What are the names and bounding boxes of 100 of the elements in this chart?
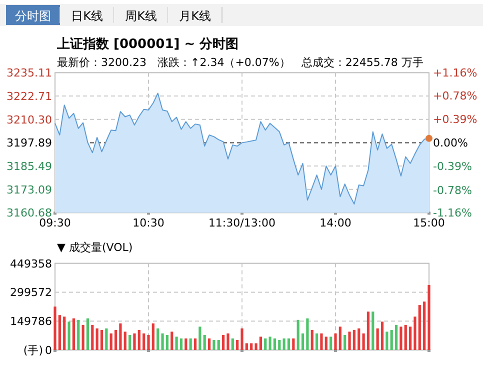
bar [338, 326, 342, 350]
bar [226, 333, 230, 350]
bar [91, 324, 94, 350]
bar [366, 312, 370, 350]
bar [114, 330, 118, 350]
text: 分时图 [15, 9, 51, 23]
bar [245, 343, 248, 350]
bar [352, 330, 356, 350]
bar [58, 315, 61, 350]
bar [259, 336, 262, 350]
y-tick-label: 3235.11 [6, 66, 52, 80]
y-tick-label: 449358 [10, 257, 52, 270]
bar [236, 340, 239, 350]
bar [306, 318, 309, 350]
bar [189, 338, 192, 350]
bar [292, 338, 295, 350]
bar [250, 343, 253, 350]
bar [212, 340, 216, 350]
bar [86, 318, 90, 350]
y-tick-label: 3222.71 [6, 90, 52, 104]
y-tick-label: 3197.89 [6, 136, 52, 150]
bar [376, 328, 379, 350]
bar [324, 336, 328, 350]
bar [82, 324, 84, 350]
bar [208, 338, 211, 350]
bar [273, 338, 276, 350]
bar [287, 338, 290, 350]
bar [390, 330, 393, 350]
y2-tick-label: +0.39% [433, 113, 478, 126]
bar [72, 318, 75, 350]
bar [264, 338, 267, 350]
bar [128, 334, 132, 350]
bar [400, 326, 402, 350]
bar [198, 326, 202, 350]
bar [170, 332, 174, 350]
bar [301, 333, 304, 350]
bar [268, 336, 272, 350]
y-tick-label: 299572 [10, 286, 52, 300]
bar [418, 305, 421, 350]
bar [124, 332, 126, 350]
bar [77, 320, 80, 350]
chart-title: ▼ 成交量(VOL) [57, 241, 133, 254]
bar [222, 334, 225, 350]
bar [119, 323, 122, 350]
bar [161, 333, 164, 350]
bar [386, 332, 388, 350]
bar [414, 316, 416, 350]
bar [152, 323, 154, 350]
bar [105, 328, 108, 350]
bar [180, 338, 183, 350]
bar [194, 338, 197, 350]
bar [100, 330, 104, 350]
bar [330, 336, 332, 350]
bar [203, 334, 206, 350]
y2-tick-label: -0.78% [433, 184, 472, 197]
bar [344, 334, 346, 350]
x-tick-label: 11:30/13:00 [208, 216, 276, 230]
bar [142, 333, 146, 350]
y-tick-label: 0 [45, 344, 52, 357]
bar [404, 324, 407, 350]
bar [133, 333, 136, 350]
bar [110, 333, 112, 350]
text: 月K线 [179, 9, 211, 23]
y-axis-title: (手) [23, 344, 43, 357]
bar [358, 328, 360, 350]
bar [68, 322, 70, 350]
bar [231, 338, 234, 350]
bar [63, 316, 66, 350]
y-tick-label: 3210.30 [6, 113, 52, 126]
bar [278, 340, 281, 350]
x-tick-label: 10:30 [132, 216, 164, 230]
y2-tick-label: +0.78% [433, 90, 478, 103]
bar [282, 338, 286, 350]
bar [138, 330, 140, 350]
y2-tick-label: +1.16% [433, 66, 478, 80]
text: 周K线 [125, 9, 157, 23]
bar [380, 322, 384, 350]
bar [175, 336, 178, 350]
y2-tick-label: -0.39% [433, 160, 472, 174]
y-tick-label: 3173.09 [6, 183, 52, 196]
bar [320, 333, 323, 350]
bar [166, 334, 168, 350]
bar [316, 333, 318, 350]
x-tick-label: 14:00 [320, 216, 352, 230]
bar [96, 328, 98, 350]
bar [372, 312, 374, 350]
chart-title: 上证指数 [000001] ~ 分时图 [56, 37, 239, 52]
bar [310, 330, 314, 350]
y-tick-label: 149786 [10, 315, 52, 328]
bar [409, 326, 412, 350]
text: 日K线 [71, 9, 103, 23]
y2-tick-label: 0.00% [433, 136, 468, 150]
bar [254, 343, 258, 350]
x-tick-label: 15:00 [413, 216, 445, 230]
bar [156, 328, 160, 350]
x-tick-label: 09:30 [39, 216, 71, 230]
chart-subtitle: 最新价：3200.23 涨跌：↑2.34（+0.07%） 总成交：22455.78 万手 [57, 56, 424, 69]
bar [423, 302, 426, 350]
bar [394, 324, 398, 350]
bar [362, 333, 365, 350]
